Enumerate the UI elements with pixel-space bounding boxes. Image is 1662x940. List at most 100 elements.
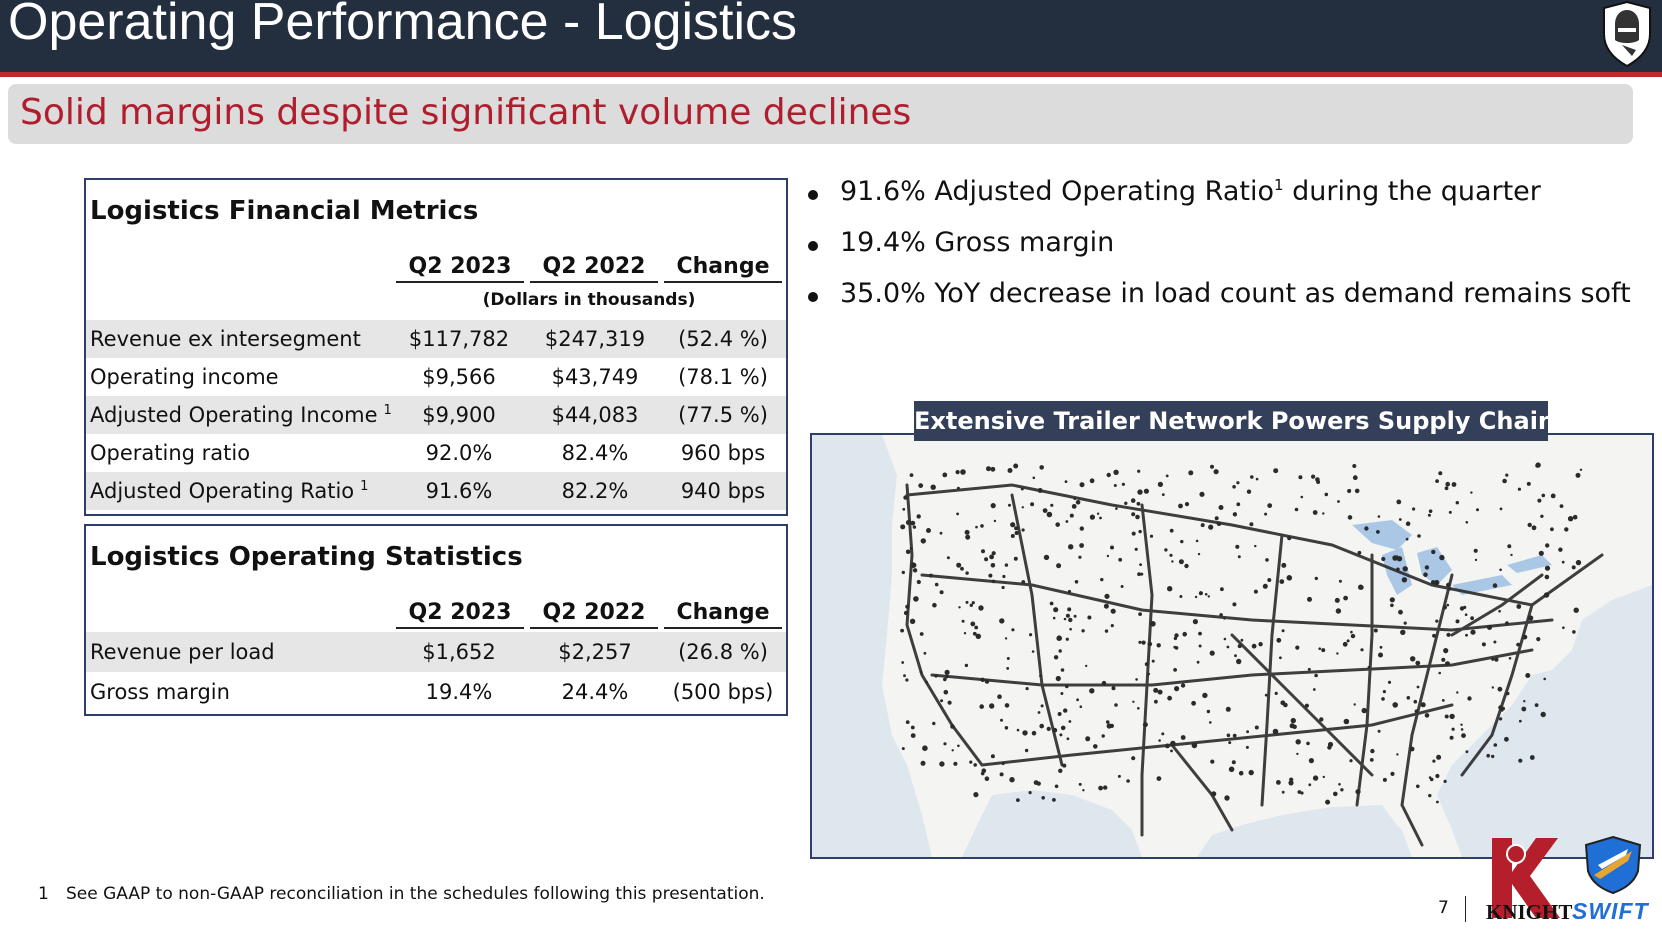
- map-location-dot: [1279, 579, 1285, 584]
- map-location-dot: [1436, 800, 1439, 804]
- map-location-dot: [1089, 514, 1095, 520]
- map-location-dot: [1296, 752, 1299, 756]
- row-label-text: Operating ratio: [90, 441, 251, 465]
- map-location-dot: [1451, 482, 1457, 487]
- map-location-dot: [1498, 609, 1501, 613]
- map-location-dot: [974, 625, 979, 630]
- map-location-dot: [1280, 700, 1286, 706]
- map-location-dot: [925, 680, 928, 684]
- cell-q2-2022: 82.2%: [561, 479, 629, 503]
- map-location-dot: [912, 568, 918, 573]
- map-location-dot: [1295, 645, 1300, 650]
- map-location-dot: [1103, 603, 1109, 609]
- map-location-dot: [1209, 721, 1212, 724]
- map-location-dot: [1537, 498, 1542, 503]
- map-location-dot: [1350, 630, 1353, 634]
- map-location-dot: [1225, 706, 1231, 712]
- map-location-dot: [1060, 668, 1065, 672]
- map-location-dot: [973, 763, 977, 767]
- map-location-dot: [1249, 522, 1254, 527]
- map-location-dot: [1174, 633, 1179, 638]
- map-location-dot: [1156, 776, 1162, 781]
- bullet-text: 91.6% Adjusted Operating Ratio: [840, 176, 1274, 207]
- map-location-dot: [939, 531, 943, 535]
- map-location-dot: [1006, 657, 1010, 660]
- map-location-dot: [1276, 780, 1281, 785]
- map-location-dot: [1312, 510, 1318, 515]
- map-location-dot: [1085, 664, 1088, 668]
- map-location-dot: [1357, 550, 1362, 555]
- map-location-dot: [1428, 776, 1432, 779]
- map-location-dot: [1057, 712, 1062, 716]
- map-location-dot: [1078, 782, 1082, 786]
- map-location-dot: [1352, 475, 1358, 481]
- map-location-dot: [1338, 783, 1341, 786]
- map-location-dot: [1188, 470, 1194, 476]
- map-location-dot: [1389, 597, 1395, 603]
- page-title: Operating Performance - Logistics: [8, 0, 798, 51]
- map-location-dot: [1191, 700, 1196, 706]
- list-item: 91.6% Adjusted Operating Ratio1 during t…: [806, 176, 1631, 227]
- map-location-dot: [1531, 525, 1537, 531]
- subtitle-bar: Solid margins despite significant volume…: [8, 84, 1633, 144]
- map-location-dot: [1572, 514, 1578, 520]
- map-location-dot: [1199, 491, 1205, 497]
- map-location-dot: [1016, 798, 1020, 802]
- map-location-dot: [1192, 619, 1198, 625]
- map-location-dot: [934, 582, 939, 587]
- map-location-dot: [1169, 553, 1173, 557]
- map-location-dot: [1137, 707, 1140, 710]
- map-location-dot: [1423, 572, 1428, 577]
- map-location-dot: [1382, 777, 1387, 782]
- map-location-dot: [1079, 526, 1084, 531]
- map-location-dot: [1335, 608, 1342, 614]
- map-location-dot: [1120, 585, 1124, 588]
- map-location-dot: [1550, 493, 1556, 499]
- key-points-list: 91.6% Adjusted Operating Ratio1 during t…: [806, 176, 1631, 329]
- map-location-dot: [1081, 629, 1085, 633]
- map-location-dot: [1025, 687, 1029, 691]
- map-location-dot: [1079, 482, 1085, 488]
- cell-q2-2023: 19.4%: [425, 680, 493, 704]
- map-location-dot: [1298, 475, 1303, 480]
- map-location-dot: [1223, 617, 1226, 620]
- table-row: Adjusted Operating Ratio 1 91.6% 82.2% 94…: [86, 472, 786, 510]
- map-location-dot: [1141, 640, 1146, 645]
- operating-statistics-title: Logistics Operating Statistics: [90, 542, 523, 572]
- map-location-dot: [1464, 613, 1468, 616]
- map-location-dot: [1327, 741, 1334, 748]
- map-location-dot: [1540, 514, 1544, 518]
- table-row: Gross margin 19.4% 24.4% (500 bps): [86, 672, 786, 712]
- slide-subtitle: Solid margins despite significant volume…: [20, 92, 912, 133]
- bullet-dot-icon: [808, 190, 818, 200]
- column-header-q2-2022: Q2 2022: [530, 254, 658, 283]
- column-header-q2-2023: Q2 2023: [396, 254, 524, 283]
- map-location-dot: [1100, 577, 1104, 582]
- map-location-dot: [1526, 481, 1531, 486]
- map-location-dot: [1307, 596, 1312, 602]
- bullet-text: 19.4% Gross margin: [840, 227, 1115, 258]
- map-location-dot: [901, 747, 905, 751]
- map-location-dot: [1075, 500, 1081, 505]
- map-location-dot: [922, 745, 928, 751]
- map-location-dot: [1232, 512, 1238, 517]
- map-location-dot: [942, 472, 948, 478]
- map-location-dot: [1474, 558, 1478, 562]
- row-label: Gross margin: [90, 680, 230, 704]
- map-location-dot: [1416, 784, 1420, 789]
- map-location-dot: [1158, 739, 1161, 742]
- map-location-dot: [956, 562, 962, 568]
- map-location-dot: [956, 486, 960, 490]
- map-location-dot: [1198, 631, 1202, 636]
- map-location-dot: [910, 562, 917, 568]
- map-location-dot: [1373, 628, 1378, 633]
- map-location-dot: [1558, 547, 1563, 552]
- map-location-dot: [1220, 587, 1224, 592]
- map-location-dot: [1068, 720, 1072, 723]
- map-title: Extensive Trailer Network Powers Supply …: [914, 401, 1569, 441]
- map-location-dot: [1508, 657, 1512, 660]
- map-location-dot: [903, 610, 909, 616]
- cell-change: 940 bps: [680, 479, 766, 503]
- map-location-dot: [1337, 500, 1340, 503]
- map-location-dot: [1430, 580, 1436, 585]
